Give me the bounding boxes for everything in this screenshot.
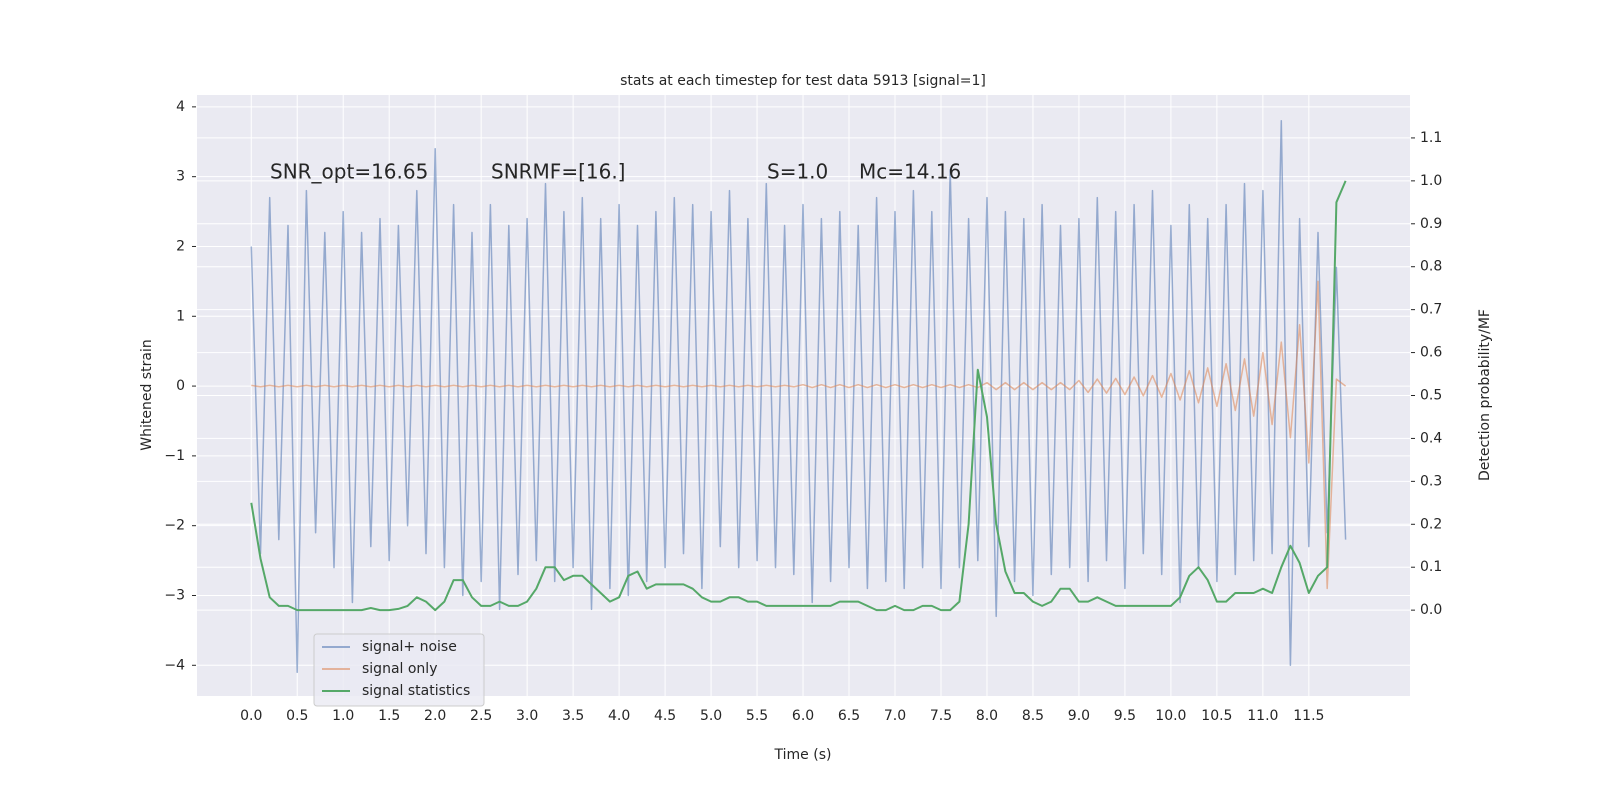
x-tick-label: 6.5 [838, 708, 860, 724]
y2-tick-label: 0.3 [1420, 473, 1442, 489]
legend-box [313, 633, 485, 707]
x-tick-label: 2.5 [470, 708, 492, 724]
legend: signal+ noise signal only signal statistic… [313, 633, 485, 707]
series-line [250, 180, 1347, 612]
y2-tick-label: 0.9 [1420, 216, 1442, 232]
y2-tick-label: 0.6 [1420, 345, 1442, 361]
x-tick-label: 5.0 [700, 708, 722, 724]
y-tick-label: −3 [164, 587, 185, 603]
x-tick-label: 7.0 [884, 708, 906, 724]
y-tick-label: −1 [164, 448, 185, 464]
chart-title: stats at each timestep for test data 591… [620, 73, 986, 89]
x-tick-label: 1.0 [332, 708, 354, 724]
x-tick-label: 11.0 [1247, 708, 1278, 724]
y-tick-label: 4 [176, 99, 185, 115]
legend-label: signal statistics [362, 683, 470, 699]
series-line [250, 120, 1347, 674]
x-tick-label: 2.0 [424, 708, 446, 724]
x-tick-label: 10.5 [1201, 708, 1232, 724]
x-tick-label: 11.5 [1293, 708, 1324, 724]
x-tick-label: 10.0 [1155, 708, 1186, 724]
y2-tick-label: 0.8 [1420, 259, 1442, 275]
y2-tick-label: 0.1 [1420, 559, 1442, 575]
y-tick-label: 2 [176, 238, 185, 254]
y2-tick-label: 0.4 [1420, 430, 1442, 446]
x-tick-label: 0.0 [240, 708, 262, 724]
x-tick-label: 8.0 [976, 708, 998, 724]
x-tick-label: 7.5 [930, 708, 952, 724]
y2-tick-label: 0.7 [1420, 302, 1442, 318]
y-tick-label: −2 [164, 518, 185, 534]
y2-tick-label: 0.2 [1420, 516, 1442, 532]
x-tick-label: 4.5 [654, 708, 676, 724]
y-tick-label: 1 [176, 308, 185, 324]
x-tick-label: 1.5 [378, 708, 400, 724]
y-tick-label: 3 [176, 169, 185, 185]
x-tick-label: 3.0 [516, 708, 538, 724]
x-tick-label: 0.5 [286, 708, 308, 724]
x-tick-label: 9.0 [1068, 708, 1090, 724]
y2-tick-label: 1.1 [1420, 130, 1442, 146]
x-axis-label: Time (s) [774, 747, 832, 763]
y-axis-label: Whitened strain [139, 339, 155, 450]
y2-tick-label: 0.0 [1420, 602, 1442, 618]
x-tick-label: 9.5 [1114, 708, 1136, 724]
y-tick-label: −4 [164, 657, 185, 673]
annotation: SNRMF=[16.] [491, 160, 625, 184]
legend-label: signal only [362, 661, 437, 677]
y2-axis-label: Detection probability/MF [1477, 309, 1493, 481]
annotation: Mc=14.16 [859, 160, 961, 184]
series-line [251, 280, 1347, 590]
x-tick-label: 3.5 [562, 708, 584, 724]
annotation: S=1.0 [767, 160, 828, 184]
annotation: SNR_opt=16.65 [270, 160, 428, 184]
x-tick-label: 8.5 [1022, 708, 1044, 724]
x-tick-label: 5.5 [746, 708, 768, 724]
x-tick-label: 4.0 [608, 708, 630, 724]
x-tick-label: 6.0 [792, 708, 814, 724]
y-tick-label: 0 [176, 378, 185, 394]
legend-label: signal+ noise [362, 639, 457, 655]
y2-tick-label: 1.0 [1420, 173, 1442, 189]
y2-tick-label: 0.5 [1420, 388, 1442, 404]
